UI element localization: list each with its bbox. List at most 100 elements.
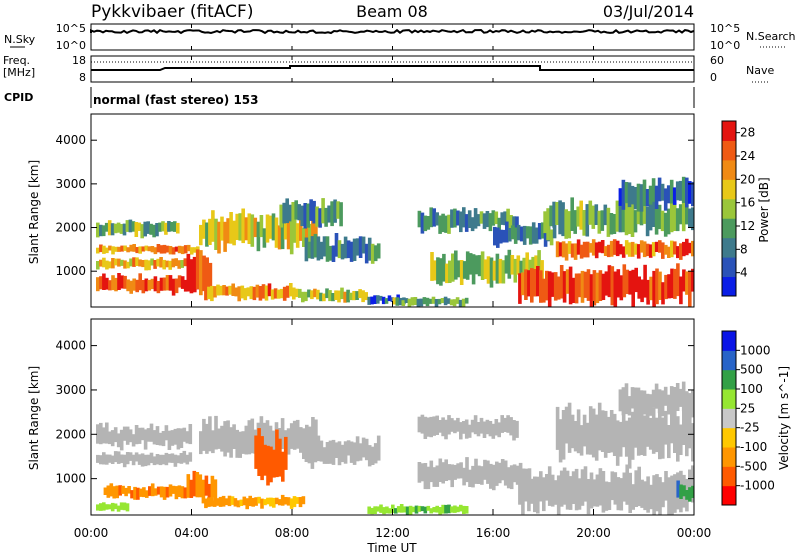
scatter-cell	[208, 416, 212, 452]
colorbar-cell	[722, 276, 736, 297]
scatter-cell	[295, 223, 300, 248]
scatter-cell	[471, 465, 475, 488]
scatter-cell	[355, 238, 360, 256]
scatter-cell	[500, 212, 504, 225]
scatter-cell	[199, 250, 203, 296]
scatter-cell	[96, 277, 100, 292]
scatter-cell	[509, 215, 513, 235]
scatter-cell	[102, 273, 106, 290]
scatter-cell	[582, 414, 587, 447]
scatter-cell	[455, 297, 460, 304]
scatter-cell	[305, 424, 309, 455]
scatter-cell	[555, 406, 560, 450]
scatter-cell	[459, 504, 463, 512]
scatter-cell	[486, 256, 491, 284]
scatter-cell	[553, 272, 558, 301]
nave-tick-top: 60	[710, 54, 724, 67]
scatter-cell	[236, 500, 241, 508]
scatter-cell	[657, 389, 662, 414]
scatter-cell	[591, 239, 596, 256]
scatter-cell	[295, 419, 300, 449]
scatter-cell	[99, 276, 103, 290]
scatter-cell	[346, 289, 350, 303]
scatter-cell	[122, 223, 127, 236]
scatter-cell	[123, 245, 127, 251]
scatter-cell	[485, 419, 490, 435]
scatter-cell	[96, 454, 100, 463]
scatter-cell	[106, 485, 111, 498]
scatter-cell	[452, 299, 457, 307]
scatter-cell	[294, 200, 298, 220]
scatter-cell	[670, 410, 674, 444]
scatter-blob	[367, 504, 469, 515]
scatter-cell	[438, 458, 443, 482]
scatter-cell	[637, 276, 641, 299]
scatter-cell	[417, 462, 422, 483]
x-tick-label: 00:00	[677, 526, 712, 540]
scatter-cell	[658, 412, 662, 460]
scatter-cell	[144, 278, 149, 292]
scatter-cell	[486, 460, 490, 484]
scatter-cell	[177, 260, 181, 269]
scatter-cell	[102, 427, 106, 444]
colorbar-cell	[722, 218, 736, 239]
scatter-cell	[207, 483, 212, 502]
scatter-cell	[225, 286, 229, 296]
scatter-cell	[682, 405, 686, 445]
colorbar-cell	[722, 257, 736, 278]
scatter-cell	[259, 416, 264, 451]
scatter-cell	[447, 214, 451, 234]
scatter-cell	[289, 221, 294, 255]
scatter-cell	[145, 490, 149, 498]
scatter-cell	[515, 465, 520, 485]
nsky-trace	[90, 28, 695, 35]
scatter-cell	[373, 506, 377, 514]
scatter-cell	[579, 200, 583, 230]
scatter-cell	[245, 498, 249, 510]
scatter-cell	[343, 291, 347, 303]
velocity-colorbar: 1000 500 100 25 -25 -100 -500 -1000	[721, 330, 775, 506]
scatter-cell	[661, 242, 665, 259]
scatter-cell	[319, 241, 324, 260]
scatter-cell	[642, 415, 647, 456]
scatter-cell	[229, 212, 233, 244]
scatter-cell	[416, 298, 421, 307]
scatter-cell	[119, 502, 124, 510]
scatter-cell	[574, 468, 579, 511]
scatter-cell	[429, 460, 434, 483]
scatter-cell	[210, 475, 215, 498]
scatter-cell	[171, 485, 176, 494]
scatter-cell	[159, 257, 163, 268]
scatter-cell	[331, 245, 336, 262]
scatter-cell	[183, 258, 188, 267]
scatter-cell	[168, 260, 172, 270]
scatter-cell	[131, 221, 136, 232]
scatter-cell	[589, 472, 594, 509]
scatter-cell	[99, 244, 103, 253]
scatter-cell	[639, 184, 644, 212]
scatter-cell	[495, 461, 499, 486]
scatter-cell	[631, 484, 635, 510]
scatter-cell	[188, 424, 193, 445]
scatter-cell	[231, 283, 235, 296]
scatter-cell	[482, 213, 487, 229]
scatter-cell	[582, 210, 586, 236]
scatter-cell	[420, 463, 425, 482]
scatter-cell	[258, 286, 263, 301]
scatter-cell	[286, 428, 291, 455]
scatter-cell	[316, 289, 320, 300]
scatter-cell	[615, 240, 620, 257]
scatter-cell	[174, 258, 178, 267]
scatter-cell	[291, 202, 295, 228]
scatter-cell	[186, 244, 191, 252]
scatter-cell	[138, 273, 142, 291]
scatter-blob	[186, 249, 213, 299]
scatter-blob	[279, 198, 343, 229]
scatter-cell	[337, 240, 342, 259]
scatter-cell	[384, 298, 389, 304]
scatter-cell	[259, 215, 264, 238]
scatter-cell	[533, 269, 537, 297]
scatter-cell	[516, 224, 521, 241]
scatter-cell	[124, 487, 128, 497]
scatter-cell	[637, 466, 641, 507]
